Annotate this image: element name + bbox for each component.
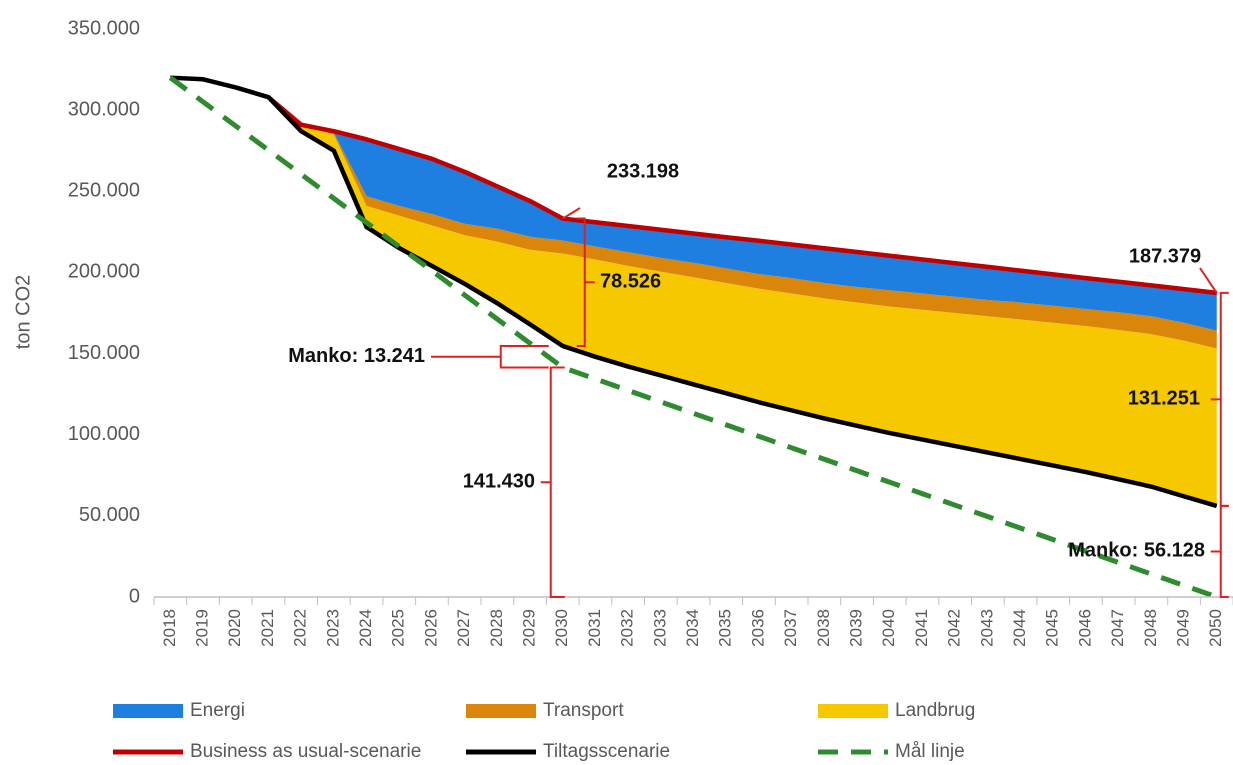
x-tick-label: 2022: [291, 609, 310, 647]
x-tick-label: 2049: [1174, 609, 1193, 647]
x-tick-label: 2031: [585, 609, 604, 647]
annotation-label: Manko: 13.241: [288, 345, 425, 367]
x-tick-label: 2030: [552, 609, 571, 647]
x-tick-label: 2038: [814, 609, 833, 647]
x-tick-label: 2026: [421, 609, 440, 647]
line: [170, 75, 1218, 509]
legend-label: Tiltagsscenarie: [543, 741, 670, 762]
legend-label: Business as usual-scenarie: [190, 741, 421, 762]
x-tick-label: 2042: [945, 609, 964, 647]
x-tick-label: 2034: [683, 609, 702, 647]
annotation-label: 187.379: [1129, 245, 1201, 267]
y-tick-label: 300.000: [68, 98, 140, 120]
x-tick-label: 2039: [847, 609, 866, 647]
annotation-label: 78.526: [600, 271, 661, 293]
x-tick-label: 2043: [977, 609, 996, 647]
annotation-bracket: [431, 344, 549, 369]
annotation-pointer: [562, 207, 581, 220]
x-tick-label: 2020: [225, 609, 244, 647]
legend-swatch: [466, 704, 536, 718]
x-tick-label: 2021: [258, 609, 277, 647]
x-tick-label: 2036: [748, 609, 767, 647]
x-tick-label: 2032: [618, 609, 637, 647]
annotation-label: Manko: 56.128: [1068, 540, 1205, 562]
annotation-pointer: [1199, 267, 1218, 294]
x-tick-label: 2035: [716, 609, 735, 647]
y-tick-label: 100.000: [68, 423, 140, 445]
x-tick-label: 2023: [323, 609, 342, 647]
legend-label: Energi: [190, 700, 245, 721]
annotation-bracket: [576, 217, 595, 347]
x-tick-label: 2041: [912, 609, 931, 647]
line: [266, 95, 1218, 296]
y-tick-label: 250.000: [68, 180, 140, 202]
x-tick-label: 2037: [781, 609, 800, 647]
x-tick-label: 2029: [520, 609, 539, 647]
annotation-label: 141.430: [463, 471, 535, 493]
x-tick-label: 2025: [389, 609, 408, 647]
annotation-label: 131.251: [1128, 388, 1200, 410]
x-tick-label: 2047: [1108, 609, 1127, 647]
legend-swatch: [113, 704, 183, 718]
x-tick-label: 2024: [356, 609, 375, 647]
legend-swatch: [818, 704, 888, 718]
x-tick-label: 2028: [487, 609, 506, 647]
y-tick-label: 150.000: [68, 342, 140, 364]
x-tick-label: 2040: [879, 609, 898, 647]
legend-label: Transport: [543, 700, 624, 721]
x-tick-label: 2019: [193, 609, 212, 647]
y-tick-label: 350.000: [68, 17, 140, 39]
x-tick-label: 2050: [1206, 609, 1225, 647]
y-tick-label: 200.000: [68, 261, 140, 283]
area: [170, 77, 1217, 506]
line: [168, 75, 1218, 600]
legend-label: Landbrug: [895, 700, 975, 721]
annotation-label: 233.198: [607, 160, 679, 182]
area: [170, 77, 1217, 331]
x-tick-label: 2048: [1141, 609, 1160, 647]
x-tick-label: 2044: [1010, 609, 1029, 647]
x-tick-label: 2033: [650, 609, 669, 647]
annotation-bracket: [1210, 504, 1229, 598]
x-tick-label: 2027: [454, 609, 473, 647]
area: [170, 77, 1217, 349]
annotation-bracket: [540, 366, 565, 598]
y-axis-label: ton CO2: [12, 275, 34, 349]
y-tick-label: 50.000: [79, 504, 140, 526]
x-tick-label: 2018: [160, 609, 179, 647]
x-tick-label: 2045: [1043, 609, 1062, 647]
legend-label: Mål linje: [895, 741, 965, 762]
y-tick-label: 0: [129, 585, 140, 607]
x-tick-label: 2046: [1075, 609, 1094, 647]
